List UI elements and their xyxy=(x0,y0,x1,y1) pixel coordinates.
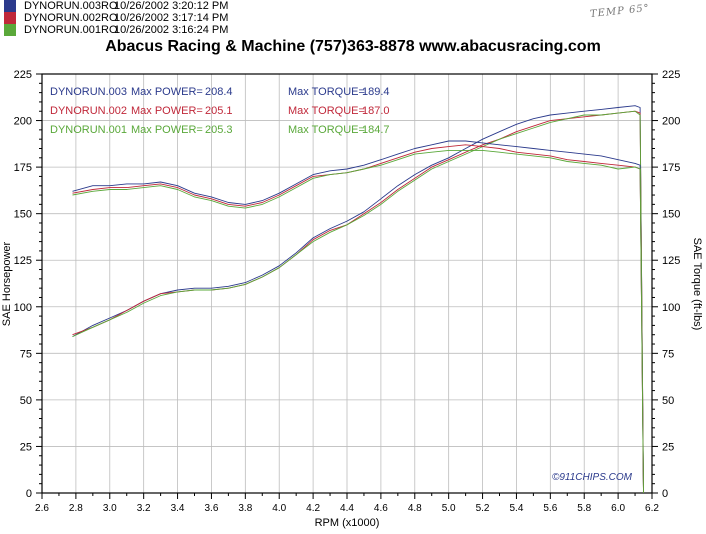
swatch-cell xyxy=(4,0,10,6)
series-line-torque xyxy=(72,149,644,494)
run-name: DYNORUN.002RO xyxy=(24,12,118,24)
x-tick-label: 2.8 xyxy=(69,503,83,514)
series-line-power xyxy=(72,110,644,494)
y-tick-label-left: 100 xyxy=(14,302,32,314)
run-date: 10/26/2002 3:20:12 PM xyxy=(114,0,229,12)
y-tick-label-right: 125 xyxy=(662,255,680,267)
legend-run-name: DYNORUN.003 xyxy=(50,86,127,98)
legend-power-value: 208.4 xyxy=(205,86,233,98)
series-line-power xyxy=(72,105,644,494)
y-tick-label-right: 150 xyxy=(662,209,680,221)
y-tick-label-left: 25 xyxy=(20,441,32,453)
legend-power-label: Max POWER= xyxy=(131,86,203,98)
x-tick-label: 5.0 xyxy=(442,503,456,514)
swatch-cell xyxy=(4,24,10,30)
legend-power-value: 205.1 xyxy=(205,105,233,117)
x-tick-label: 4.2 xyxy=(306,503,320,514)
legend-torque-value: 187.0 xyxy=(362,105,390,117)
swatch-cell xyxy=(10,0,16,6)
legend-torque-value: 189.4 xyxy=(362,86,390,98)
y-tick-label-right: 50 xyxy=(662,395,674,407)
y-tick-label-left: 125 xyxy=(14,255,32,267)
x-tick-label: 3.4 xyxy=(171,503,185,514)
y-axis-label-left: SAE Horsepower xyxy=(1,241,13,326)
x-tick-label: 3.6 xyxy=(204,503,218,514)
x-tick-label: 5.8 xyxy=(577,503,591,514)
x-tick-label: 2.6 xyxy=(35,503,49,514)
y-tick-label-left: 150 xyxy=(14,209,32,221)
y-tick-label-right: 100 xyxy=(662,302,680,314)
series-line-torque xyxy=(72,144,644,494)
legend-power-label: Max POWER= xyxy=(131,124,203,136)
y-tick-label-right: 25 xyxy=(662,441,674,453)
swatch-cell xyxy=(4,30,10,36)
run-date: 10/26/2002 3:17:14 PM xyxy=(114,12,229,24)
y-tick-label-right: 200 xyxy=(662,116,680,128)
y-tick-label-right: 0 xyxy=(662,488,668,500)
x-axis-label: RPM (x1000) xyxy=(315,517,380,529)
run-date: 10/26/2002 3:16:24 PM xyxy=(114,24,229,36)
x-tick-label: 3.0 xyxy=(103,503,117,514)
axes: 2.6 2.8 3.0 3.2 3.4 3.6 3.8 4.0 4.2 4.4 4.6 4.8 5.0 5… xyxy=(14,69,681,514)
y-tick-label-left: 225 xyxy=(14,69,32,81)
series-lines xyxy=(72,105,644,494)
legend: DYNORUN.003 Max POWER= 208.4 Max TORQUE=189… xyxy=(50,86,390,136)
y-tick-label-right: 75 xyxy=(662,348,674,360)
x-tick-label: 4.0 xyxy=(272,503,286,514)
x-tick-label: 6.2 xyxy=(645,503,659,514)
y-tick-label-left: 200 xyxy=(14,116,32,128)
legend-power-label: Max POWER= xyxy=(131,105,203,117)
legend-torque-label: Max TORQUE= xyxy=(288,124,365,136)
swatch-cell xyxy=(10,12,16,18)
x-tick-label: 3.8 xyxy=(238,503,252,514)
series-line-torque xyxy=(72,140,644,494)
y-axis-label-right: SAE Torque (ft-lbs) xyxy=(691,238,703,331)
chart-title: Abacus Racing & Machine (757)363-8878 ww… xyxy=(105,38,601,55)
watermark: ©911CHIPS.COM xyxy=(552,472,633,483)
legend-power-value: 205.3 xyxy=(205,124,233,136)
run-name: DYNORUN.001RO xyxy=(24,24,118,36)
plot-frame xyxy=(41,73,653,494)
x-tick-label: 4.4 xyxy=(340,503,354,514)
x-tick-label: 6.0 xyxy=(611,503,625,514)
swatch-cell xyxy=(10,24,16,30)
x-tick-label: 3.2 xyxy=(137,503,151,514)
y-tick-label-right: 175 xyxy=(662,162,680,174)
legend-torque-label: Max TORQUE= xyxy=(288,86,365,98)
run-color-swatch xyxy=(4,0,16,12)
x-tick-label: 5.6 xyxy=(543,503,557,514)
x-tick-label: 4.8 xyxy=(408,503,422,514)
x-tick-label: 5.4 xyxy=(509,503,523,514)
legend-run-name: DYNORUN.001 xyxy=(50,124,127,136)
x-tick-label: 5.2 xyxy=(476,503,490,514)
swatch-cell xyxy=(4,18,10,24)
swatch-cell xyxy=(10,18,16,24)
y-tick-label-right: 225 xyxy=(662,69,680,81)
run-color-swatch xyxy=(4,24,16,36)
swatch-cell xyxy=(4,6,10,12)
legend-torque-value: 184.7 xyxy=(362,124,390,136)
swatch-cell xyxy=(10,30,16,36)
series-line-power xyxy=(72,110,644,494)
run-color-swatch xyxy=(4,12,16,24)
legend-run-name: DYNORUN.002 xyxy=(50,105,127,117)
y-tick-label-left: 0 xyxy=(26,488,32,500)
y-tick-label-left: 50 xyxy=(20,395,32,407)
swatch-cell xyxy=(10,6,16,12)
grid xyxy=(42,74,652,493)
y-tick-label-left: 175 xyxy=(14,162,32,174)
run-name: DYNORUN.003RO xyxy=(24,0,118,12)
y-tick-label-left: 75 xyxy=(20,348,32,360)
legend-torque-label: Max TORQUE= xyxy=(288,105,365,117)
swatch-cell xyxy=(4,12,10,18)
x-tick-label: 4.6 xyxy=(374,503,388,514)
